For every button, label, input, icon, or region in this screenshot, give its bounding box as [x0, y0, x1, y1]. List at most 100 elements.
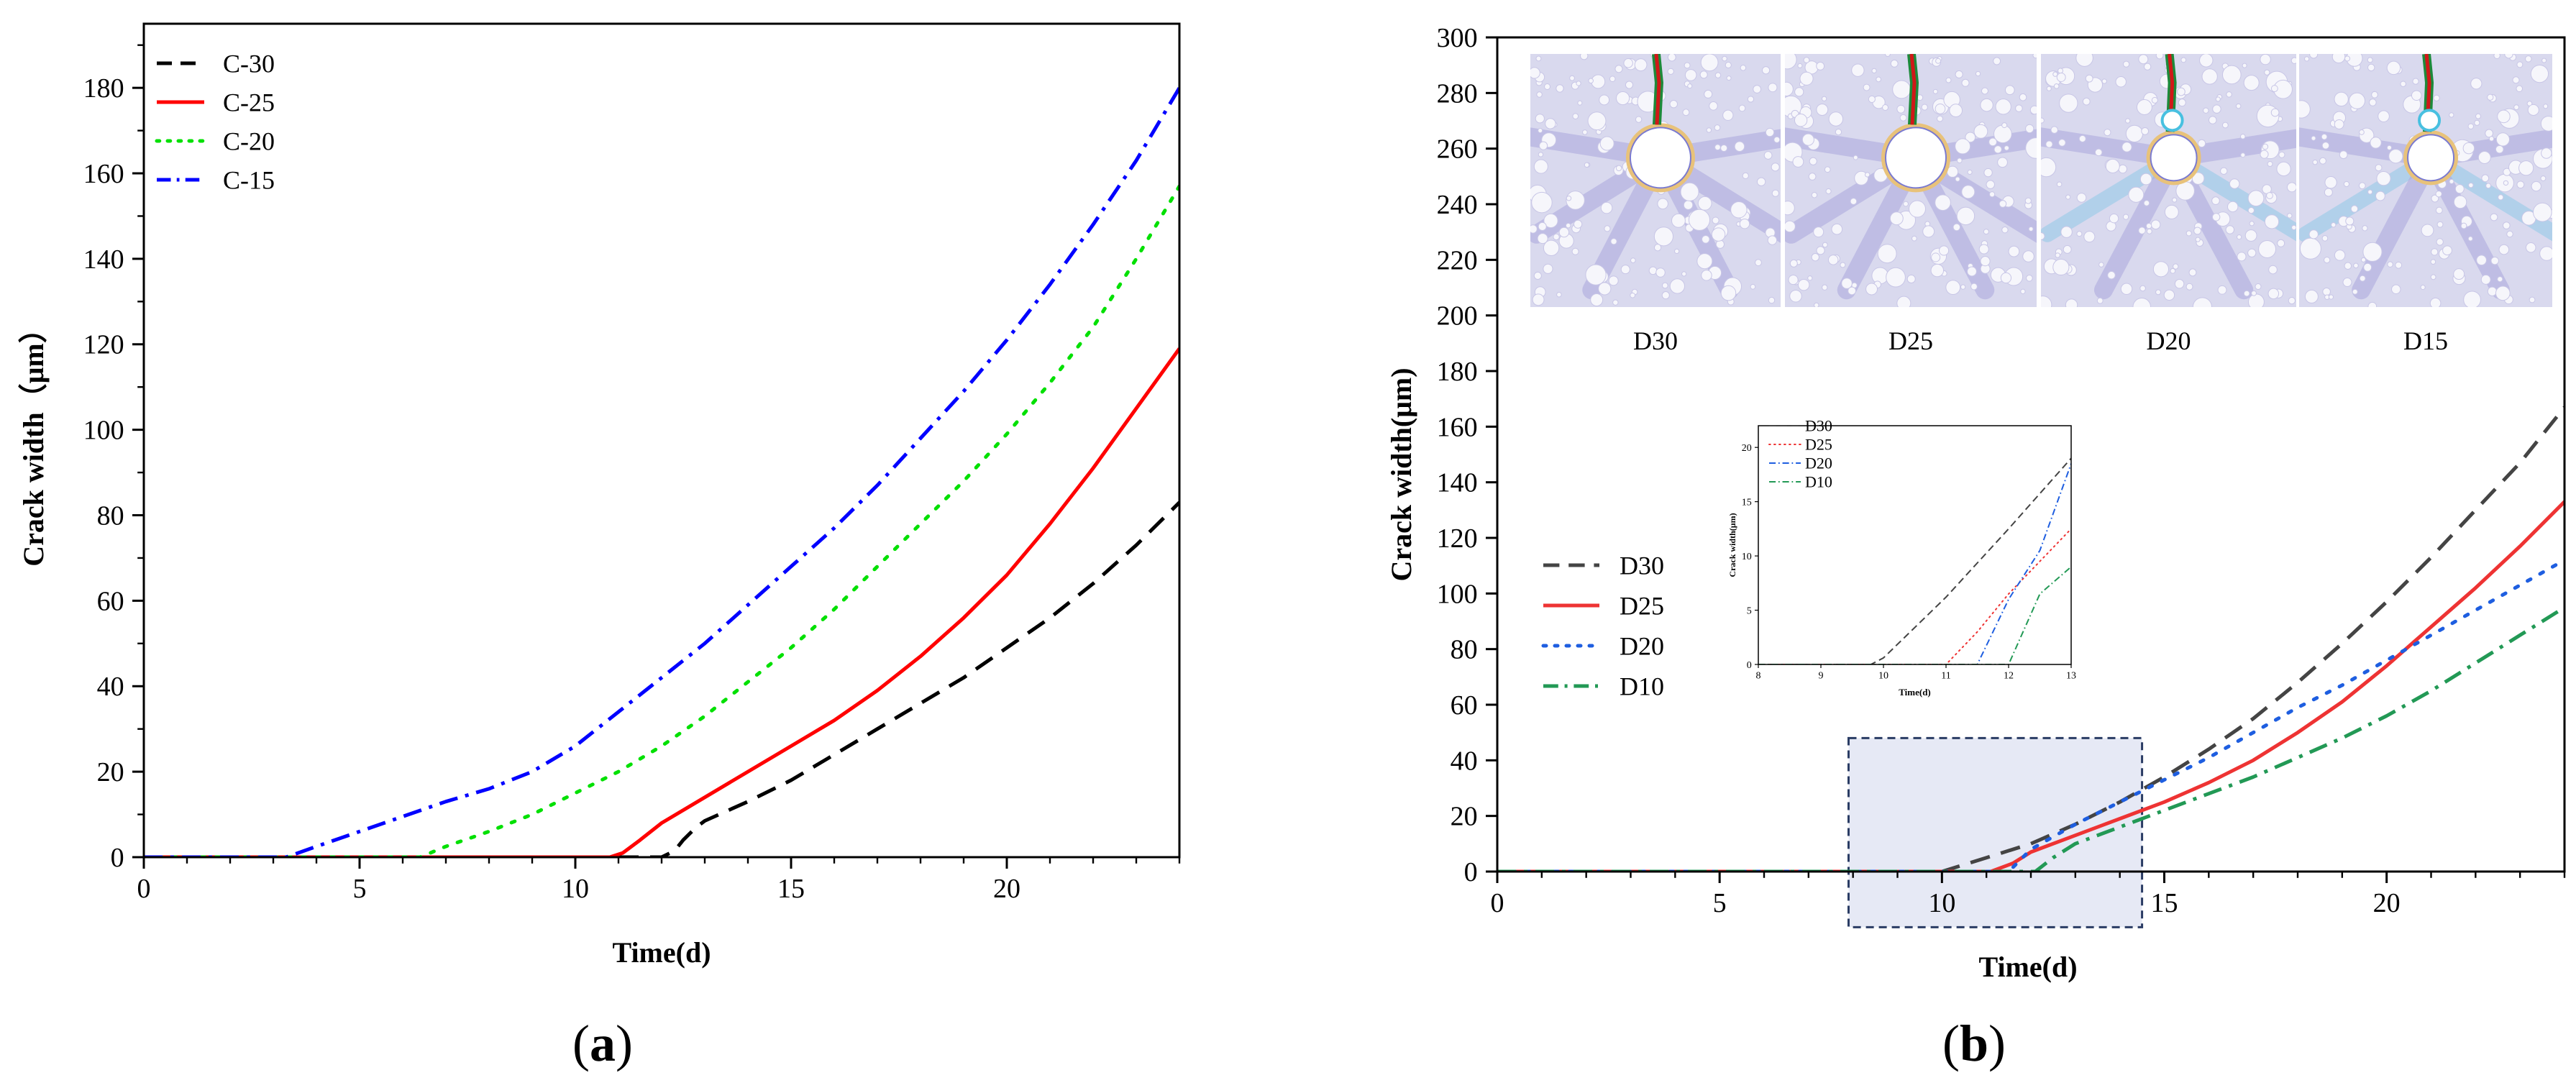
sim-aggregate — [1983, 229, 1989, 235]
sim-aggregate — [1794, 114, 1808, 127]
sim-aggregate — [2019, 93, 2027, 101]
sim-aggregate — [1896, 296, 1912, 307]
sim-aggregate — [2321, 235, 2329, 242]
sim-aggregate — [2249, 221, 2255, 227]
sim-aggregate — [1699, 70, 1708, 79]
sim-aggregate — [1771, 189, 1780, 197]
y-tick-label: 160 — [1437, 412, 1478, 442]
sim-aggregate — [2363, 262, 2372, 272]
sim-aggregate — [1813, 227, 1824, 238]
sim-aggregate — [1945, 77, 1952, 83]
sim-aggregate — [2192, 297, 2213, 307]
sim-aggregate — [1835, 128, 1842, 136]
sim-aggregate — [2247, 207, 2255, 214]
sim-aggregate — [2497, 276, 2503, 283]
sim-aggregate — [1599, 94, 1610, 106]
sim-aggregate — [2180, 57, 2187, 63]
sim-aggregate — [1722, 109, 1734, 121]
sim-aggregate — [1955, 138, 1971, 155]
sim-aggregate — [2495, 132, 2510, 147]
panel-label-part: b — [1960, 1015, 1988, 1072]
sim-aggregate — [2386, 145, 2393, 150]
sim-aggregate — [1588, 78, 1594, 84]
sim-aggregate — [2001, 122, 2008, 129]
sim-aggregate — [1965, 132, 1976, 143]
sim-aggregate — [1961, 185, 1976, 199]
legend-label-d30: D30 — [1805, 417, 1832, 435]
y-tick-label: 0 — [1747, 660, 1752, 671]
sim-aggregate — [2094, 148, 2103, 157]
sim-aggregate — [1599, 136, 1614, 151]
sim-aggregate — [2513, 104, 2520, 111]
sim-aggregate — [1768, 83, 1778, 93]
sim-aggregate — [1961, 78, 1970, 87]
plot-frame — [1758, 425, 2072, 665]
sim-aggregate — [1545, 118, 1556, 129]
sim-aggregate — [1610, 238, 1617, 245]
sim-aggregate — [2436, 238, 2444, 246]
sim-aggregate — [1767, 235, 1778, 245]
sim-aggregate — [2109, 214, 2119, 224]
sim-aggregate — [2041, 232, 2045, 240]
sim-aggregate — [2096, 297, 2104, 304]
sim-aggregate — [1811, 253, 1819, 262]
sim-aggregate — [2186, 283, 2193, 291]
sim-aggregate — [1803, 57, 1810, 63]
sim-aggregate — [2242, 63, 2247, 68]
sim-aggregate — [2270, 85, 2278, 93]
sim-aggregate — [2266, 192, 2273, 199]
sim-aggregate — [1625, 81, 1634, 89]
sim-aggregate — [2490, 256, 2499, 265]
sim-aggregate — [2467, 123, 2474, 129]
sim-aggregate — [1533, 159, 1548, 174]
sim-aggregate — [2331, 222, 2337, 228]
sim-aggregate — [2286, 182, 2296, 193]
sim-aggregate — [2050, 126, 2058, 134]
sim-aggregate — [1538, 152, 1544, 157]
sim-aggregate — [1949, 104, 1963, 118]
sim-aggregate — [2481, 174, 2490, 183]
sim-aggregate — [1565, 222, 1571, 229]
sim-aggregate — [2270, 108, 2280, 117]
sim-aggregate — [1955, 176, 1960, 182]
sim-aggregate — [2085, 74, 2093, 83]
sim-secondary-void — [2160, 109, 2184, 132]
sim-aggregate — [2487, 286, 2498, 296]
sim-aggregate — [2260, 150, 2269, 159]
sim-aggregate — [2442, 245, 2452, 256]
sim-aggregate — [2163, 289, 2175, 301]
series-group — [144, 86, 1179, 857]
series-group — [1497, 406, 2564, 872]
sim-aggregate — [2516, 85, 2524, 93]
sim-aggregate — [2359, 275, 2366, 282]
y-tick-label: 80 — [97, 500, 124, 531]
sim-aggregate — [1742, 172, 1749, 180]
sim-aggregate — [2267, 288, 2280, 300]
sim-aggregate — [2075, 54, 2093, 67]
sim-aggregate — [2477, 151, 2491, 164]
panel-label-part: ) — [1988, 1015, 2006, 1072]
sim-aggregate — [1771, 163, 1780, 172]
sim-aggregate — [1608, 275, 1619, 286]
sim-aggregate — [1648, 266, 1658, 275]
sim-aggregate — [1635, 116, 1643, 123]
inset-y-axis-label: Crack width(μm) — [1727, 513, 1737, 577]
sim-aggregate — [1801, 133, 1814, 146]
sim-aggregate — [2506, 230, 2513, 238]
sim-aggregate — [1814, 302, 1819, 307]
sim-aggregate — [2463, 291, 2481, 307]
sim-aggregate — [1720, 285, 1737, 301]
sim-aggregate — [2378, 110, 2390, 122]
sim-aggregate — [2488, 136, 2495, 142]
sim-aggregate — [1657, 198, 1668, 210]
inset-chart: 8 9 10 11 12 13 0 5 10 15 20 Time(d) Crack width(μm)… — [1722, 411, 2082, 706]
sim-aggregate — [1853, 155, 1858, 160]
sim-aggregate — [1822, 242, 1828, 248]
sim-aggregate — [1747, 96, 1755, 103]
sim-aggregate — [2004, 145, 2010, 151]
sim-aggregate — [2208, 116, 2217, 124]
sim-aggregate — [2199, 54, 2214, 68]
sim-aggregate — [2495, 145, 2504, 154]
sim-aggregate — [2262, 143, 2269, 150]
sim-aggregate — [2334, 119, 2344, 129]
